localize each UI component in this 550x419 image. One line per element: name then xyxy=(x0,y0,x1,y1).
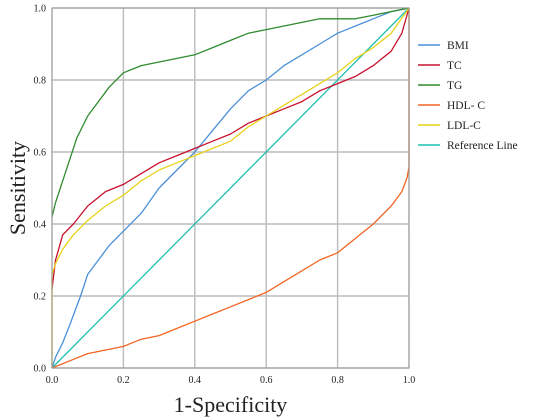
x-tick-label: 1.0 xyxy=(403,375,416,386)
y-tick-label: 0.2 xyxy=(34,292,47,303)
x-tick-label: 0.0 xyxy=(46,375,59,386)
y-axis-title: Sensitivity xyxy=(5,141,30,235)
x-axis-title: 1-Specificity xyxy=(174,392,288,417)
x-tick-label: 0.8 xyxy=(331,375,344,386)
y-tick-labels: 0.0 0.2 0.4 0.6 0.8 1.0 xyxy=(34,4,47,375)
legend-label: TG xyxy=(447,80,462,92)
series-line-tg xyxy=(52,8,409,217)
y-tick-label: 1.0 xyxy=(34,4,47,15)
y-tick-label: 0.0 xyxy=(34,364,47,375)
legend-label: Reference Line xyxy=(447,140,518,152)
x-tick-label: 0.6 xyxy=(260,375,273,386)
legend-label: BMI xyxy=(447,40,469,52)
legend: BMI TC TG HDL- C LDL-C Reference Line xyxy=(418,40,518,152)
legend-label: LDL-C xyxy=(447,120,481,132)
y-tick-label: 0.8 xyxy=(34,76,47,87)
series-line-tc xyxy=(52,8,409,289)
x-tick-labels: 0.0 0.2 0.4 0.6 0.8 1.0 xyxy=(46,375,416,386)
series-lines xyxy=(52,8,409,368)
series-line-reference-line xyxy=(52,8,409,368)
y-tick-label: 0.6 xyxy=(34,148,47,159)
x-tick-label: 0.2 xyxy=(117,375,130,386)
x-tick-label: 0.4 xyxy=(189,375,202,386)
legend-label: TC xyxy=(447,60,462,72)
legend-label: HDL- C xyxy=(447,100,485,112)
y-tick-label: 0.4 xyxy=(34,220,47,231)
